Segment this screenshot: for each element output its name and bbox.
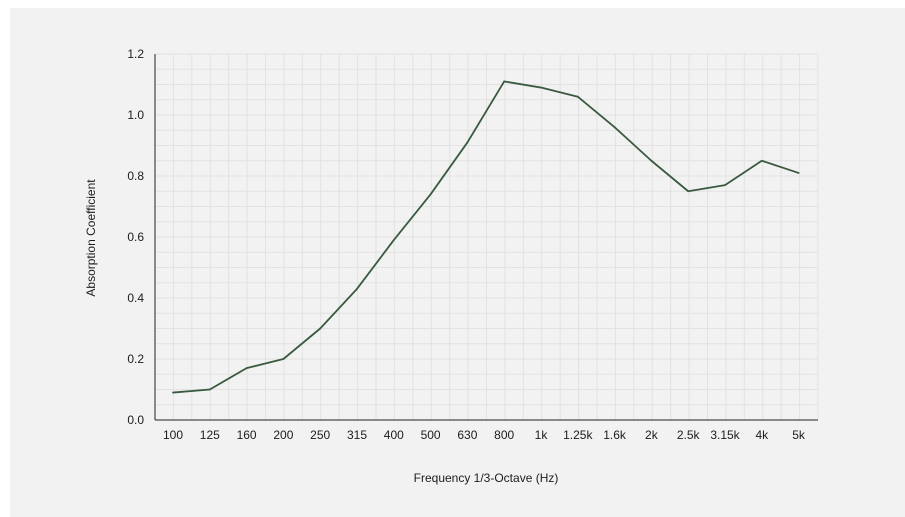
x-tick-label: 100 [163,428,183,442]
x-tick-label: 800 [494,428,514,442]
data-point [282,358,285,360]
y-tick-label: 1.2 [127,47,144,61]
data-point [650,159,653,162]
x-tick-label: 630 [457,428,477,442]
x-tick-label: 1.25k [563,428,593,442]
x-axis-label: Frequency 1/3-Octave (Hz) [414,471,559,485]
data-point [503,80,506,83]
y-tick-label: 0.0 [127,413,144,427]
data-point [797,172,800,174]
x-tick-label: 400 [384,428,404,442]
data-point [613,126,616,129]
y-axis-label: Absorption Coefficient [84,179,98,297]
data-point [245,367,248,370]
data-point [466,141,469,144]
x-tick-label: 125 [200,428,220,442]
x-tick-label: 315 [347,428,367,442]
x-tick-label: 500 [421,428,441,442]
x-tick-label: 200 [273,428,293,442]
y-tick-label: 0.2 [127,352,144,366]
data-point [319,327,322,330]
x-tick-label: 250 [310,428,330,442]
x-tick-labels: 100 125 160 200 250 315 400 500 630 800 1k 1.25k 1.6… [163,428,806,442]
x-tick-label: 1.6k [603,428,627,442]
data-point [429,193,432,196]
data-point [208,388,211,391]
series-line [172,80,799,394]
x-tick-label: 3.15k [710,428,740,442]
y-tick-label: 0.4 [127,291,144,305]
data-point [392,239,395,241]
x-tick-label: 2k [645,428,659,442]
x-tick-label: 4k [755,428,769,442]
chart-panel [10,8,905,517]
x-tick-label: 2.5k [677,428,701,442]
data-point [172,391,174,394]
grid-lines [154,53,819,421]
y-tick-label: 1.0 [127,108,144,122]
y-tick-label: 0.6 [127,230,144,244]
x-tick-label: 160 [237,428,257,442]
axes [154,54,818,421]
series-group [172,80,800,394]
y-tick-labels: 0.0 0.2 0.4 0.6 0.8 1.0 1.2 [127,47,144,427]
y-tick-label: 0.8 [127,169,144,183]
data-point [724,184,726,187]
data-point [576,95,579,98]
data-point [760,159,763,162]
data-point [540,86,542,89]
x-tick-label: 1k [535,428,549,442]
data-point [687,190,690,193]
data-point [356,287,358,290]
x-tick-label: 5k [792,428,806,442]
